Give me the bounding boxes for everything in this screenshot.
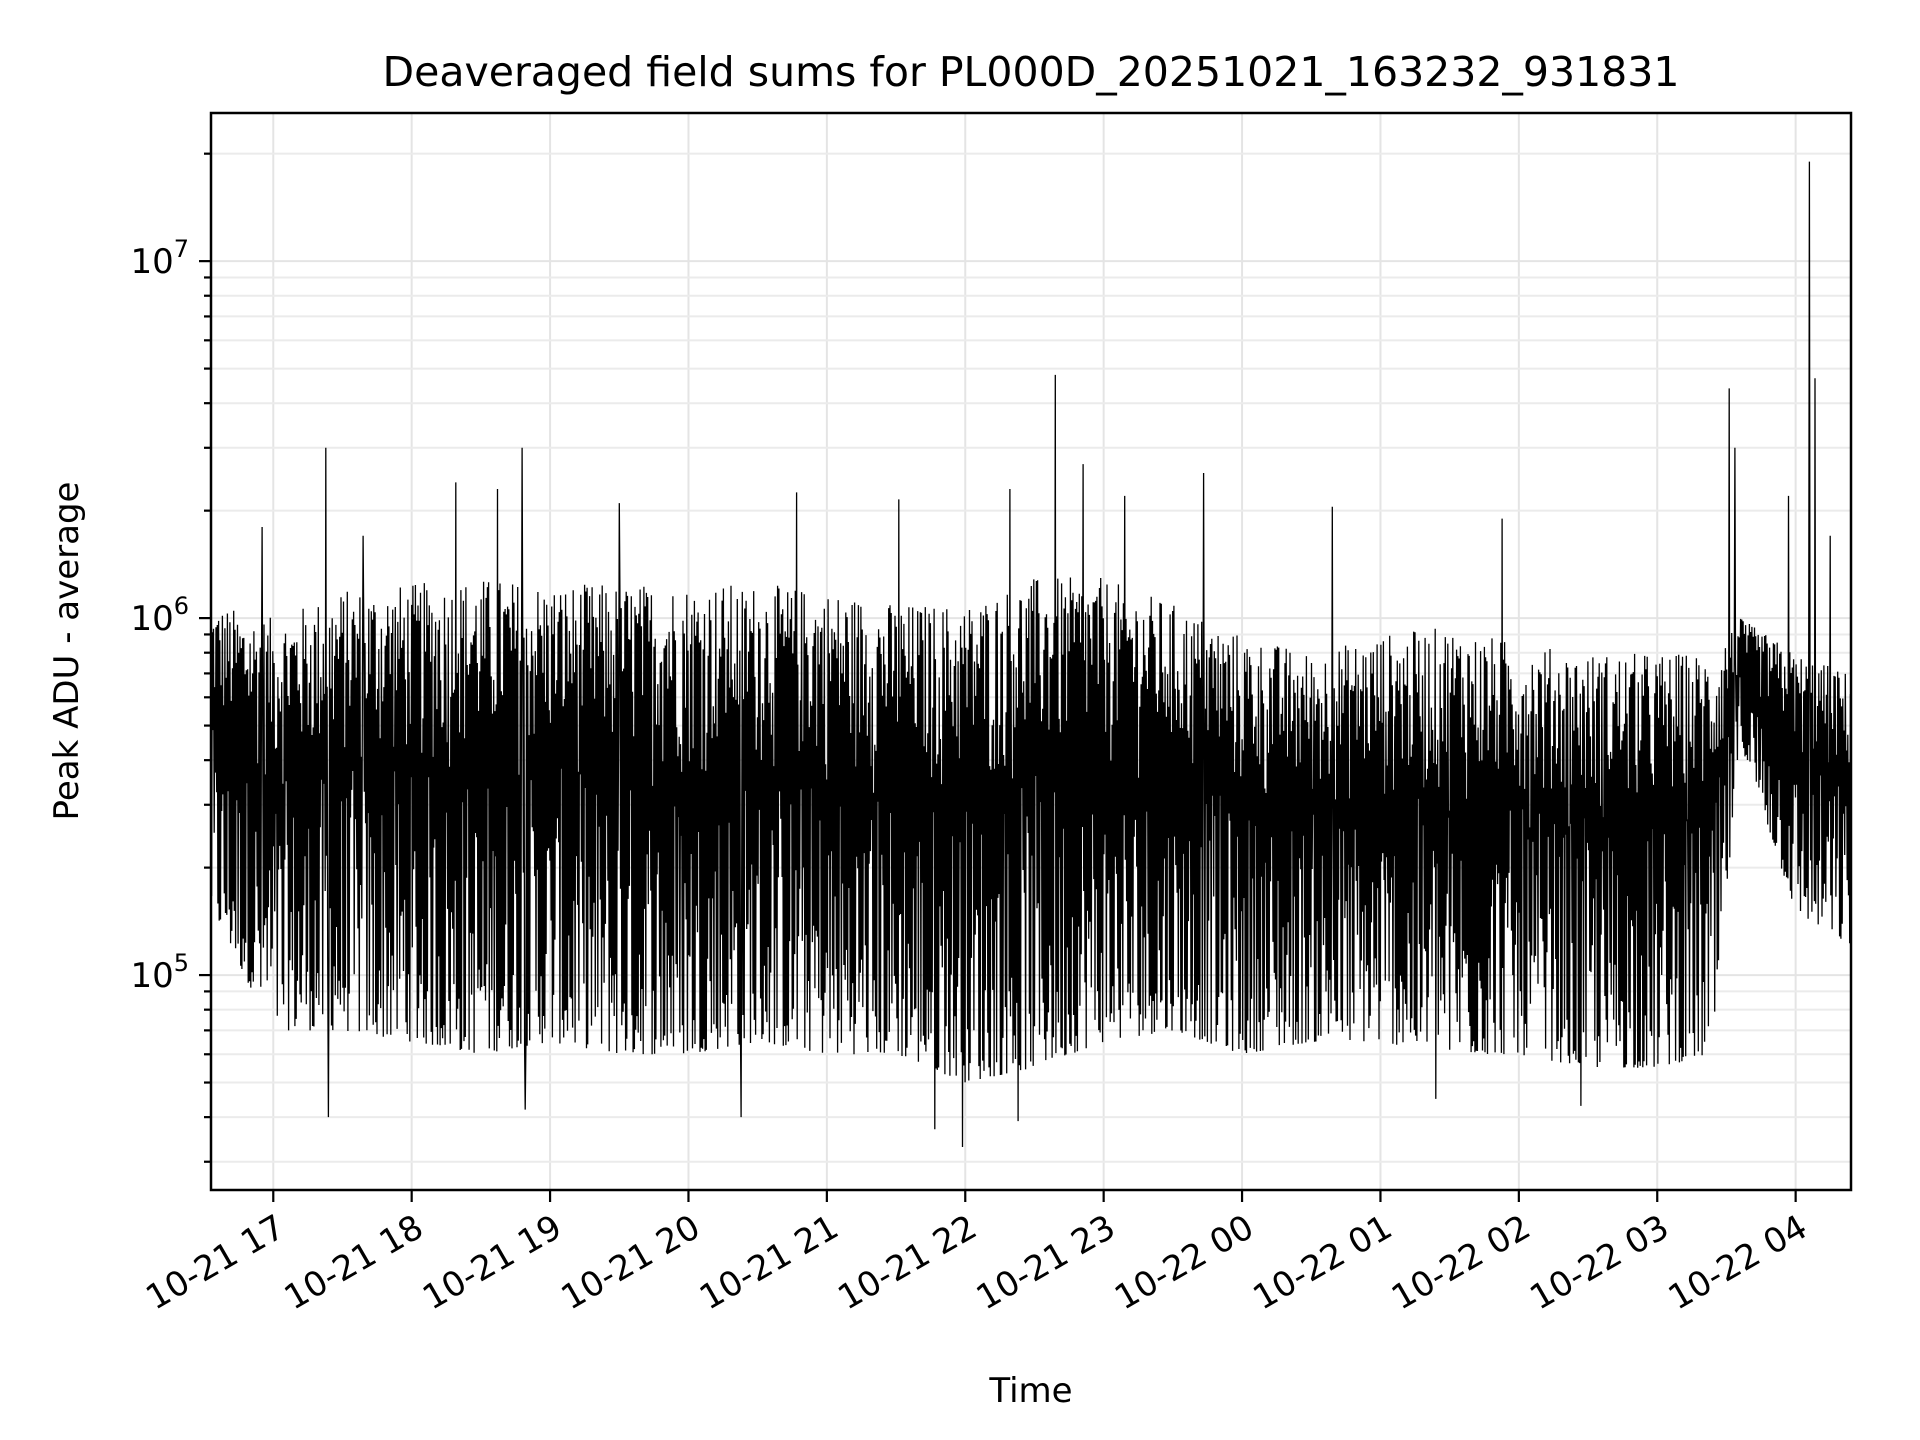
y-tick-exponent: 7 bbox=[174, 235, 189, 263]
y-tick-base: 10 bbox=[130, 599, 173, 639]
series-layer bbox=[210, 161, 1852, 1148]
y-tick-label: 107 bbox=[130, 235, 189, 282]
y-axis-label: Peak ADU - average bbox=[47, 482, 87, 821]
y-tick-base: 10 bbox=[130, 242, 173, 282]
y-tick-exponent: 5 bbox=[174, 949, 189, 977]
y-tick-label: 106 bbox=[130, 592, 189, 639]
plot-frame bbox=[209, 111, 1853, 1192]
y-tick-label: 105 bbox=[130, 949, 189, 996]
y-tick-base: 10 bbox=[130, 956, 173, 996]
chart-title: Deaveraged field sums for PL000D_2025102… bbox=[383, 48, 1680, 96]
y-tick-exponent: 6 bbox=[174, 592, 189, 620]
series-line bbox=[210, 161, 1852, 1148]
x-axis-label: Time bbox=[988, 1371, 1072, 1411]
